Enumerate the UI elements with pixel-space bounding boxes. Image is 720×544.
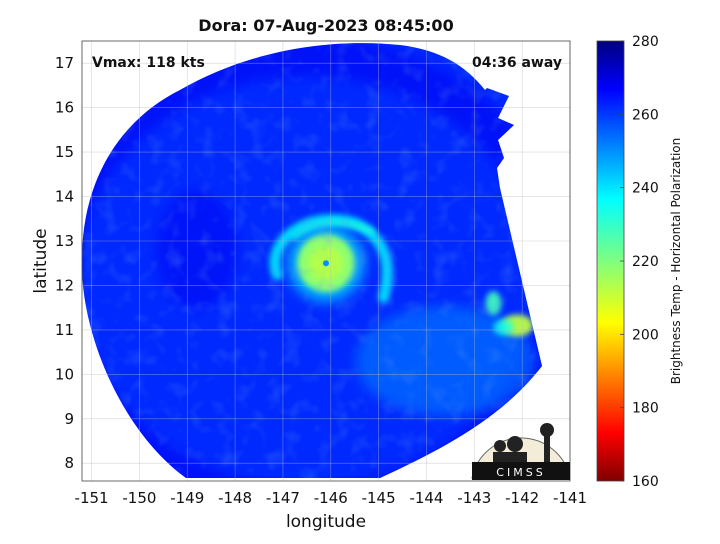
x-tick-label: -148: [218, 489, 252, 507]
y-axis-label: latitude: [31, 228, 51, 293]
colorbar-label: Brightness Temp - Horizontal Polarizatio…: [669, 138, 683, 385]
colorbar-tick-label: 160: [632, 474, 659, 490]
x-tick-label: -144: [409, 489, 443, 507]
y-tick-label: 17: [55, 54, 74, 72]
plot-border: [81, 40, 571, 482]
x-axis-label: longitude: [286, 512, 366, 532]
colorbar-tick-labels: 160 180 200 220 240 260 280: [620, 34, 659, 490]
vmax-annotation: Vmax: 118 kts: [92, 55, 205, 71]
x-tick-label: -142: [505, 489, 539, 507]
radar-dish-icon: [507, 436, 523, 452]
y-tick-label: 11: [55, 321, 74, 339]
y-tick-label: 8: [64, 454, 74, 472]
colorbar-tick-label: 220: [632, 254, 659, 270]
colorbar-tick-label: 240: [632, 181, 659, 197]
x-tick-label: -151: [75, 489, 109, 507]
x-tick-label: -143: [457, 489, 491, 507]
colorbar-tick-label: 280: [632, 34, 659, 50]
x-tick-label: -147: [266, 489, 300, 507]
x-tick-label: -145: [362, 489, 396, 507]
y-tick-label: 10: [55, 365, 74, 383]
colorbar: [596, 40, 625, 482]
x-tick-label: -149: [170, 489, 204, 507]
y-tick-label: 14: [55, 188, 74, 206]
logo-text: CIMSS: [496, 466, 545, 479]
x-tick-label: -146: [314, 489, 348, 507]
y-tick-label: 15: [55, 143, 74, 161]
y-tick-label: 12: [55, 276, 74, 294]
y-tick-label: 16: [55, 99, 74, 117]
swath-layer: [82, 43, 543, 479]
y-tick-label: 13: [55, 232, 74, 250]
x-tick-label: -141: [553, 489, 587, 507]
y-tick-labels: 8 9 10 11 12 13 14 15 16 17: [55, 54, 74, 472]
cimss-logo: CIMSS: [471, 423, 571, 480]
x-tick-label: -150: [122, 489, 156, 507]
y-tick-label: 9: [64, 410, 74, 428]
x-tick-labels: -151 -150 -149 -148 -147 -146 -145 -144 -143 -142…: [75, 489, 587, 507]
water-tower-icon: [544, 435, 550, 462]
swath-texture: [82, 43, 543, 479]
colorbar-tick-label: 180: [632, 401, 659, 417]
colorbar-tick-label: 200: [632, 327, 659, 343]
chart-title: Dora: 07-Aug-2023 08:45:00: [198, 16, 453, 35]
grid-lines: [82, 41, 571, 481]
colorbar-tick-label: 260: [632, 107, 659, 123]
time-away-annotation: 04:36 away: [472, 55, 562, 71]
